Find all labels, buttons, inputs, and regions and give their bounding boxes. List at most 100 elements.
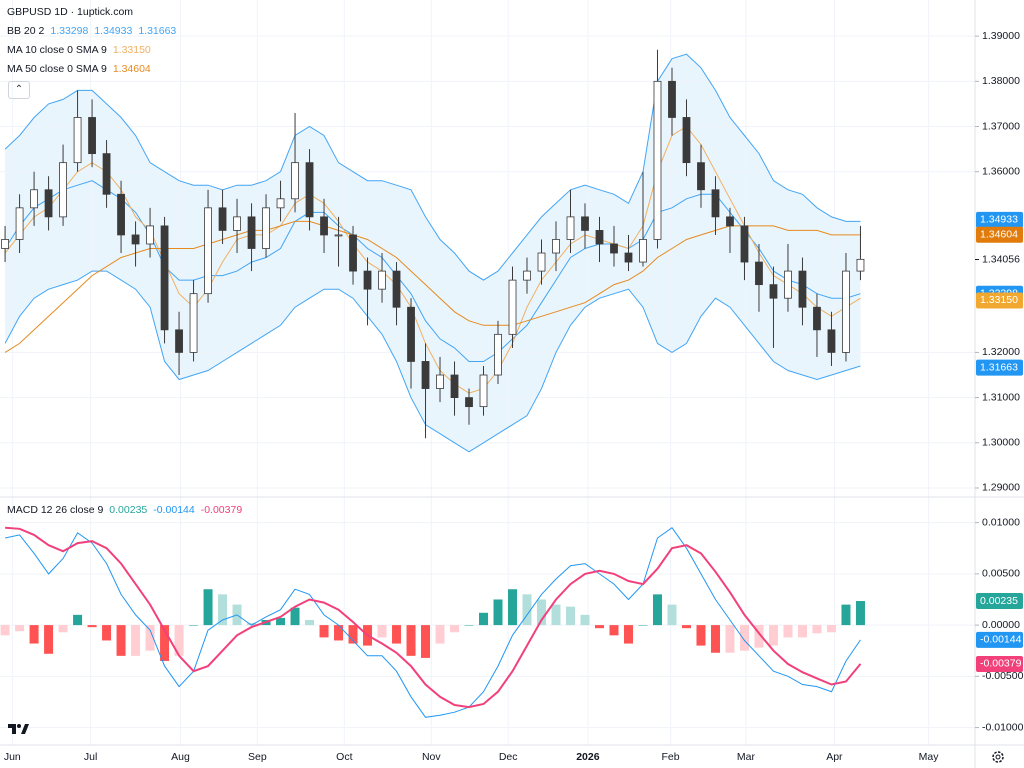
- histogram-bar: [493, 599, 503, 626]
- histogram-bar: [145, 625, 155, 651]
- histogram-bar: [594, 625, 604, 629]
- collapse-button[interactable]: ⌃: [8, 81, 30, 99]
- candle-body: [421, 361, 430, 389]
- candle-body: [305, 162, 314, 218]
- histogram-bar: [29, 625, 39, 644]
- histogram-bar: [0, 625, 10, 636]
- candle-body: [15, 207, 24, 240]
- candle-body: [73, 117, 82, 164]
- candle-body: [407, 306, 415, 362]
- candle-body: [436, 374, 444, 389]
- y-tick-label: 1.38000: [982, 75, 1020, 87]
- candle-body: [218, 207, 227, 231]
- histogram-bar: [116, 625, 126, 656]
- candle-body: [117, 193, 125, 236]
- histogram-bar: [247, 623, 257, 626]
- candle-body: [233, 216, 241, 231]
- candle-body: [247, 216, 256, 249]
- candle-body: [262, 207, 270, 249]
- histogram-bar: [768, 625, 778, 646]
- candle-body: [566, 216, 575, 240]
- candle-body: [508, 279, 517, 335]
- x-tick-label: Feb: [661, 751, 679, 763]
- candle-body: [610, 243, 618, 254]
- indicator-value: -0.00379: [200, 504, 243, 516]
- candle-body: [1, 239, 9, 249]
- x-tick-label: Oct: [336, 751, 352, 763]
- histogram-bar: [537, 599, 547, 626]
- histogram-bar: [725, 625, 735, 653]
- price-tag: [976, 655, 1023, 672]
- candle-body: [378, 270, 386, 290]
- histogram-bar: [812, 625, 822, 634]
- x-tick-label: Apr: [826, 751, 843, 763]
- candle-body: [624, 252, 633, 263]
- histogram-bar: [797, 625, 807, 638]
- candle-body: [494, 333, 502, 376]
- candle-body: [581, 216, 589, 231]
- histogram-bar: [348, 625, 358, 644]
- histogram-bar: [522, 594, 532, 626]
- candle-body: [465, 397, 473, 408]
- candle-body: [740, 225, 749, 263]
- candle-body: [320, 216, 328, 236]
- histogram-bar: [681, 625, 691, 629]
- histogram-bar: [623, 625, 633, 644]
- histogram-bar: [826, 625, 836, 633]
- candle-body: [363, 270, 372, 290]
- chart-title: GBPUSD 1D · 1uptick.com: [7, 6, 134, 18]
- candle-body: [334, 234, 343, 237]
- x-tick-label: 2026: [576, 751, 600, 763]
- candle-body: [450, 374, 459, 399]
- histogram-bar: [392, 625, 402, 644]
- indicator-value: 0.00235: [109, 504, 148, 516]
- last-price-label: 1.34056: [982, 253, 1020, 265]
- x-tick-label: Sep: [248, 751, 267, 763]
- price-tag: [976, 226, 1023, 243]
- histogram-bar: [319, 625, 329, 638]
- y-tick-label: 0.00000: [982, 619, 1020, 631]
- price-legend: GBPUSD 1D · 1uptick.com BB 20 2 1.33298 1.…: [7, 3, 182, 79]
- candle-body: [175, 329, 183, 353]
- x-tick-label: Aug: [171, 751, 190, 763]
- histogram-bar: [450, 625, 460, 633]
- logo: [8, 724, 29, 734]
- histogram-bar: [218, 594, 228, 626]
- candle-body: [523, 270, 531, 281]
- histogram-bar: [609, 625, 619, 636]
- price-tag-label: 1.31663: [980, 361, 1018, 373]
- settings-icon[interactable]: [992, 751, 1004, 763]
- histogram-bar: [667, 604, 677, 626]
- histogram-bar: [305, 619, 315, 626]
- macd-line: [4, 527, 861, 718]
- histogram-bar: [160, 625, 170, 661]
- indicator-name: MA 10 close 0 SMA 9: [7, 44, 107, 56]
- histogram-bar: [131, 625, 141, 656]
- price-tag: [976, 359, 1023, 376]
- candle-body: [44, 189, 53, 218]
- histogram-bar: [566, 606, 576, 626]
- indicator-value: 1.33150: [112, 44, 151, 56]
- candle-body: [711, 189, 720, 218]
- histogram-bar: [696, 625, 706, 646]
- price-tag-label: 1.34604: [980, 229, 1018, 241]
- macd-line: [5, 526, 862, 709]
- candle-body: [131, 234, 140, 245]
- histogram-bar: [15, 625, 25, 632]
- legend-row: BB 20 2 1.33298 1.34933 1.31663: [7, 22, 182, 41]
- legend-row: MA 50 close 0 SMA 9 1.34604: [7, 60, 182, 79]
- y-tick-label: 1.30000: [982, 437, 1020, 449]
- histogram-bar: [841, 604, 851, 626]
- candle-body: [102, 153, 111, 195]
- band-upper: [4, 53, 861, 281]
- histogram-bar: [464, 625, 474, 626]
- price-tag: [976, 631, 1023, 648]
- histogram-bar: [580, 614, 590, 626]
- indicator-value: 1.33298: [50, 25, 89, 37]
- candle-body: [276, 198, 285, 209]
- main-layer: [0, 49, 865, 718]
- candle-body: [479, 374, 488, 408]
- candle-body: [392, 270, 401, 308]
- candle-body: [842, 270, 850, 353]
